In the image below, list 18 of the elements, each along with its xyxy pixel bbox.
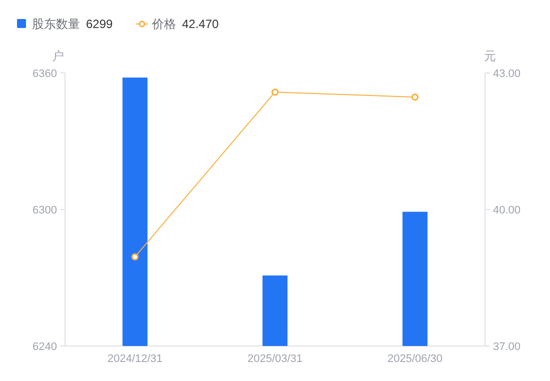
point (131, 253, 139, 260)
y-axis-title: 户 (52, 49, 64, 63)
y2-tick-label: 40.00 (493, 204, 521, 216)
y2-axis-title: 元 (484, 49, 496, 63)
text: 42.470 (182, 17, 220, 31)
y-tick-label: 6360 (32, 68, 57, 80)
legend-label: 股东数量 (32, 17, 80, 31)
point (411, 94, 419, 101)
y-tick-label: 6240 (32, 340, 57, 353)
y2-tick-label: 43.00 (493, 68, 521, 80)
point (271, 88, 279, 96)
x-tick-label: 2025/03/31 (247, 353, 303, 365)
legend-label: 价格 (152, 17, 176, 31)
y2-tick-label: 37.00 (493, 340, 521, 353)
y-tick-label: 6300 (32, 204, 57, 216)
x-tick-label: 2024/12/31 (107, 353, 163, 365)
x-tick-label: 2025/06/30 (387, 353, 443, 365)
text: 6299 (86, 17, 114, 31)
